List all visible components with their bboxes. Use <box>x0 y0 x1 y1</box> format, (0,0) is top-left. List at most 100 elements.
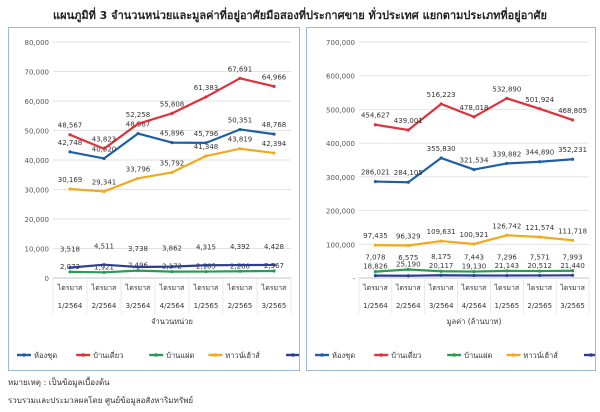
data-label: 67,691 <box>228 65 253 73</box>
y-tick-label: 40,000 <box>25 157 50 165</box>
legend-marker <box>22 353 26 357</box>
data-point <box>238 269 242 273</box>
source-note: รวบรวมและประมวลผลโดย ศูนย์ข้อมูลอสังหาริ… <box>8 396 194 405</box>
data-point <box>170 141 174 145</box>
data-point <box>439 273 443 277</box>
data-label: 7,443 <box>464 253 484 261</box>
legend-marker <box>81 353 85 357</box>
x-tick-label: 1/2565 <box>194 302 219 310</box>
data-label: 19,130 <box>462 263 487 271</box>
data-point <box>68 266 72 270</box>
legend-label: ทาวน์เฮ้าส์ <box>225 351 260 360</box>
data-point <box>272 84 276 88</box>
data-label: 126,742 <box>492 222 521 230</box>
data-label: 121,574 <box>525 224 554 232</box>
data-point <box>472 273 476 278</box>
data-point <box>204 95 208 99</box>
data-point <box>170 265 174 269</box>
data-point <box>439 269 443 273</box>
data-point <box>373 123 378 127</box>
data-label: 52,258 <box>126 111 151 119</box>
data-label: 3,518 <box>60 246 80 254</box>
x-tick-label: ไตรมาส <box>125 283 151 292</box>
data-label: 61,383 <box>194 84 219 92</box>
data-point <box>538 235 542 239</box>
x-tick-label: 3/2565 <box>560 302 585 310</box>
data-label: 20,117 <box>429 262 454 270</box>
x-tick-label: ไตรมาส <box>395 283 421 292</box>
data-point <box>472 269 476 274</box>
value-chart-panel: - 100,000 200,000 300,000 400,000 500,000 600,… <box>306 27 598 371</box>
data-label: 97,435 <box>363 232 388 240</box>
x-tick-label: ไตรมาส <box>559 283 585 292</box>
legend-marker <box>379 353 383 357</box>
data-point <box>570 238 575 242</box>
data-label: 109,631 <box>427 228 456 236</box>
data-point <box>272 132 276 136</box>
data-point <box>538 107 542 111</box>
data-point <box>505 96 509 100</box>
data-label: 64,966 <box>262 73 287 81</box>
x-tick-label: ไตรมาส <box>91 283 117 292</box>
y-tick-label: 60,000 <box>25 98 50 106</box>
data-point <box>505 269 509 273</box>
x-tick-label: 2/2565 <box>527 302 552 310</box>
data-point <box>406 267 410 272</box>
data-label: 30,169 <box>58 176 83 184</box>
data-point <box>102 270 106 274</box>
data-label: 111,718 <box>558 227 587 235</box>
legend-marker <box>452 353 456 357</box>
data-label: 344,890 <box>525 149 554 157</box>
legend-marker <box>213 353 218 357</box>
data-point <box>538 269 542 273</box>
data-label: 43,819 <box>228 136 253 144</box>
data-point <box>170 269 174 274</box>
data-point <box>238 147 242 151</box>
data-point <box>204 154 208 158</box>
data-point <box>68 187 72 191</box>
data-point <box>136 265 140 269</box>
data-point <box>505 161 509 166</box>
data-point <box>505 273 509 278</box>
data-label: 516,223 <box>427 91 456 99</box>
y-tick-label: 700,000 <box>326 39 355 47</box>
y-tick-label: 400,000 <box>326 140 355 148</box>
x-tick-label: ไตรมาส <box>526 283 552 292</box>
data-label: 18,826 <box>363 263 388 271</box>
legend-marker <box>589 353 593 357</box>
units-chart-panel: 0 10,000 20,000 30,000 40,000 50,000 60,000 70,… <box>8 27 351 371</box>
x-tick-label: 1/2564 <box>58 302 83 310</box>
data-point <box>272 269 276 273</box>
data-point <box>68 150 72 154</box>
data-point <box>68 133 72 137</box>
data-label: 7,296 <box>497 254 518 262</box>
data-point <box>472 242 476 246</box>
data-point <box>272 151 276 155</box>
y-tick-label: 100,000 <box>326 241 355 249</box>
data-label: 29,341 <box>92 178 117 186</box>
x-tick-label: 1/2564 <box>363 302 388 310</box>
data-label: 35,792 <box>160 159 185 167</box>
y-tick-label: - <box>352 275 355 283</box>
data-point <box>102 263 106 267</box>
data-label: 7,993 <box>563 253 583 261</box>
figure-title: แผนภูมิที่ 3 จำนวนหน่วยและมูลค่าที่อยู่อ… <box>53 9 547 22</box>
data-label: 478,018 <box>460 104 489 112</box>
data-label: 4,392 <box>230 243 250 251</box>
data-point <box>373 274 378 278</box>
x-tick-label: 2/2564 <box>92 302 117 310</box>
y-tick-label: 70,000 <box>25 69 50 77</box>
data-point <box>439 102 443 106</box>
data-label: 355,830 <box>427 145 456 153</box>
data-point <box>439 156 443 160</box>
x-tick-label: ไตรมาส <box>428 283 454 292</box>
data-point <box>238 127 242 132</box>
legend-marker <box>154 353 158 357</box>
data-label: 50,351 <box>228 116 253 124</box>
x-tick-label: 3/2564 <box>429 302 454 310</box>
data-point <box>570 118 575 122</box>
data-point <box>373 243 378 247</box>
y-tick-label: 10,000 <box>25 246 50 254</box>
y-tick-label: 20,000 <box>25 216 50 224</box>
data-label: 501,924 <box>525 96 554 104</box>
